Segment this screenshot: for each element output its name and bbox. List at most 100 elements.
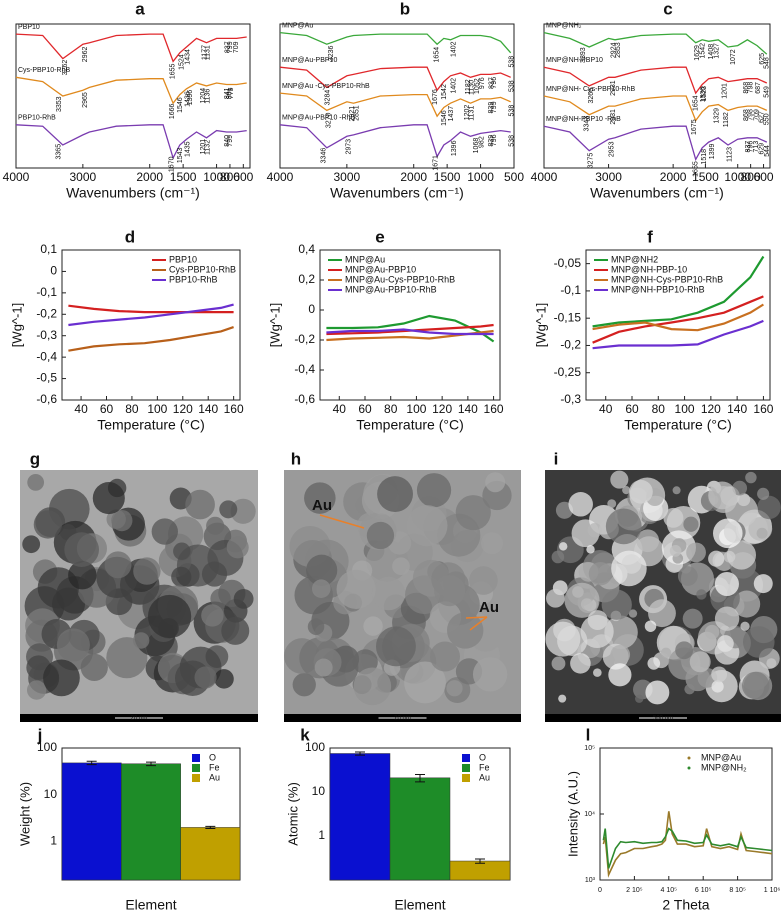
peak-label: 713 xyxy=(753,141,760,153)
particle xyxy=(648,599,676,628)
peak-label: 801 xyxy=(227,87,234,99)
x-axis-label: 2 Theta xyxy=(662,897,709,910)
x-tick-label: 4000 xyxy=(267,170,294,184)
peak-label: 2973 xyxy=(346,139,353,155)
y-tick-label: 10⁴ xyxy=(584,811,595,818)
peak-label: 1131 xyxy=(469,106,476,121)
legend-label: MNP@NH-PBP-10 xyxy=(611,264,687,274)
spectrum-line xyxy=(543,125,768,162)
peak-label: 1654 xyxy=(692,95,699,111)
legend-label: MNP@Au xyxy=(345,254,385,264)
particle xyxy=(185,489,215,520)
legend-label: PBP10 xyxy=(169,254,197,264)
peak-label: 1329 xyxy=(713,108,720,124)
error-bar xyxy=(86,760,97,766)
particle xyxy=(151,518,178,545)
particle xyxy=(111,509,133,532)
peak-label: 839 xyxy=(488,102,495,114)
particle xyxy=(33,510,63,539)
peak-label: 3262 xyxy=(62,60,69,76)
y-axis-label: Atomic (%) xyxy=(285,782,300,846)
x-tick-label: 1500 xyxy=(692,170,719,184)
particle xyxy=(375,626,416,667)
legend-label: Au xyxy=(479,772,490,782)
peak-label: 3353 xyxy=(56,96,63,112)
particle xyxy=(214,669,234,689)
x-tick-label: 40 xyxy=(333,402,347,416)
particle xyxy=(377,476,413,512)
peak-label: 709 xyxy=(753,109,760,121)
series-label: MNP@Au xyxy=(282,22,313,29)
legend-swatch xyxy=(462,764,470,772)
particle xyxy=(757,487,770,500)
peak-label: 1182 xyxy=(723,112,730,127)
peak-label: 837 xyxy=(488,77,495,89)
peak-label: 1518 xyxy=(701,149,708,165)
peak-label: 1052 xyxy=(474,78,481,94)
peak-label: 1068 xyxy=(473,138,480,154)
peak-label: 1654 xyxy=(434,47,441,63)
legend-swatch xyxy=(192,764,200,772)
y-tick-label: -0,05 xyxy=(554,256,582,270)
peak-label: 3236 xyxy=(328,46,335,62)
peak-label: 2931 xyxy=(610,109,617,125)
y-tick-label: 0,4 xyxy=(298,242,315,256)
peak-label: 1666 xyxy=(169,103,176,119)
particle xyxy=(226,536,249,559)
spectrum-line xyxy=(279,124,511,159)
plot-frame xyxy=(585,249,771,401)
particle xyxy=(622,486,631,495)
peak-label: 798 xyxy=(748,109,755,121)
data-line xyxy=(68,303,234,327)
y-tick-label: 100 xyxy=(305,740,325,754)
legend-label: MNP@NH₂ xyxy=(701,762,747,772)
particle xyxy=(644,620,657,632)
annotation-arrow xyxy=(469,616,488,631)
x-tick-label: 3000 xyxy=(595,170,622,184)
y-tick-label: 10³ xyxy=(585,877,596,884)
x-tick-label: 100 xyxy=(675,402,695,416)
data-line xyxy=(602,811,773,878)
peak-label: 538 xyxy=(508,80,515,92)
particle xyxy=(429,641,460,672)
x-tick-label: 800 xyxy=(220,170,240,184)
particle xyxy=(133,557,161,585)
peak-label: 1201 xyxy=(722,83,729,99)
x-tick-label: 60 xyxy=(100,402,114,416)
particle xyxy=(753,574,773,594)
peak-label: 868 xyxy=(743,82,750,94)
x-tick-label: 2 10⁵ xyxy=(626,887,643,894)
legend-label: MNP@NH2 xyxy=(611,254,658,264)
particle xyxy=(570,653,591,674)
peak-label: 799 xyxy=(227,135,234,147)
peak-label: 3393 xyxy=(580,47,587,63)
panel-label: c xyxy=(663,0,672,18)
data-line xyxy=(592,295,764,344)
particle xyxy=(712,518,743,549)
series-label: MNP@NH₂ xyxy=(546,22,582,29)
particle xyxy=(629,479,653,504)
particle xyxy=(682,608,703,629)
peak-label: 1177 xyxy=(202,45,209,60)
y-axis-label: Weight (%) xyxy=(17,782,32,846)
peak-label: 1182 xyxy=(465,79,472,94)
x-axis-label: Wavenumbers (cm⁻¹) xyxy=(66,185,200,201)
particle xyxy=(167,516,204,552)
peak-label: 1671 xyxy=(433,155,440,171)
particle xyxy=(371,576,406,611)
y-axis-label: [Wg^-1] xyxy=(9,303,24,347)
particle xyxy=(201,561,228,587)
x-tick-label: 1 10⁶ xyxy=(764,887,781,894)
particle xyxy=(586,545,595,554)
legend-label: Cys-PBP10-RhB xyxy=(169,264,236,274)
x-tick-label: 4000 xyxy=(531,170,558,184)
data-line xyxy=(592,255,765,328)
peak-label: 538 xyxy=(508,135,515,147)
x-tick-label: 40 xyxy=(74,402,88,416)
legend-label: MNP@Au-PBP10-RhB xyxy=(345,284,437,294)
particle xyxy=(593,668,602,677)
peak-label: 2953 xyxy=(608,141,615,157)
legend-label: MNP@Au-PBP10 xyxy=(345,264,416,274)
particle xyxy=(745,471,757,484)
particle xyxy=(672,486,681,495)
